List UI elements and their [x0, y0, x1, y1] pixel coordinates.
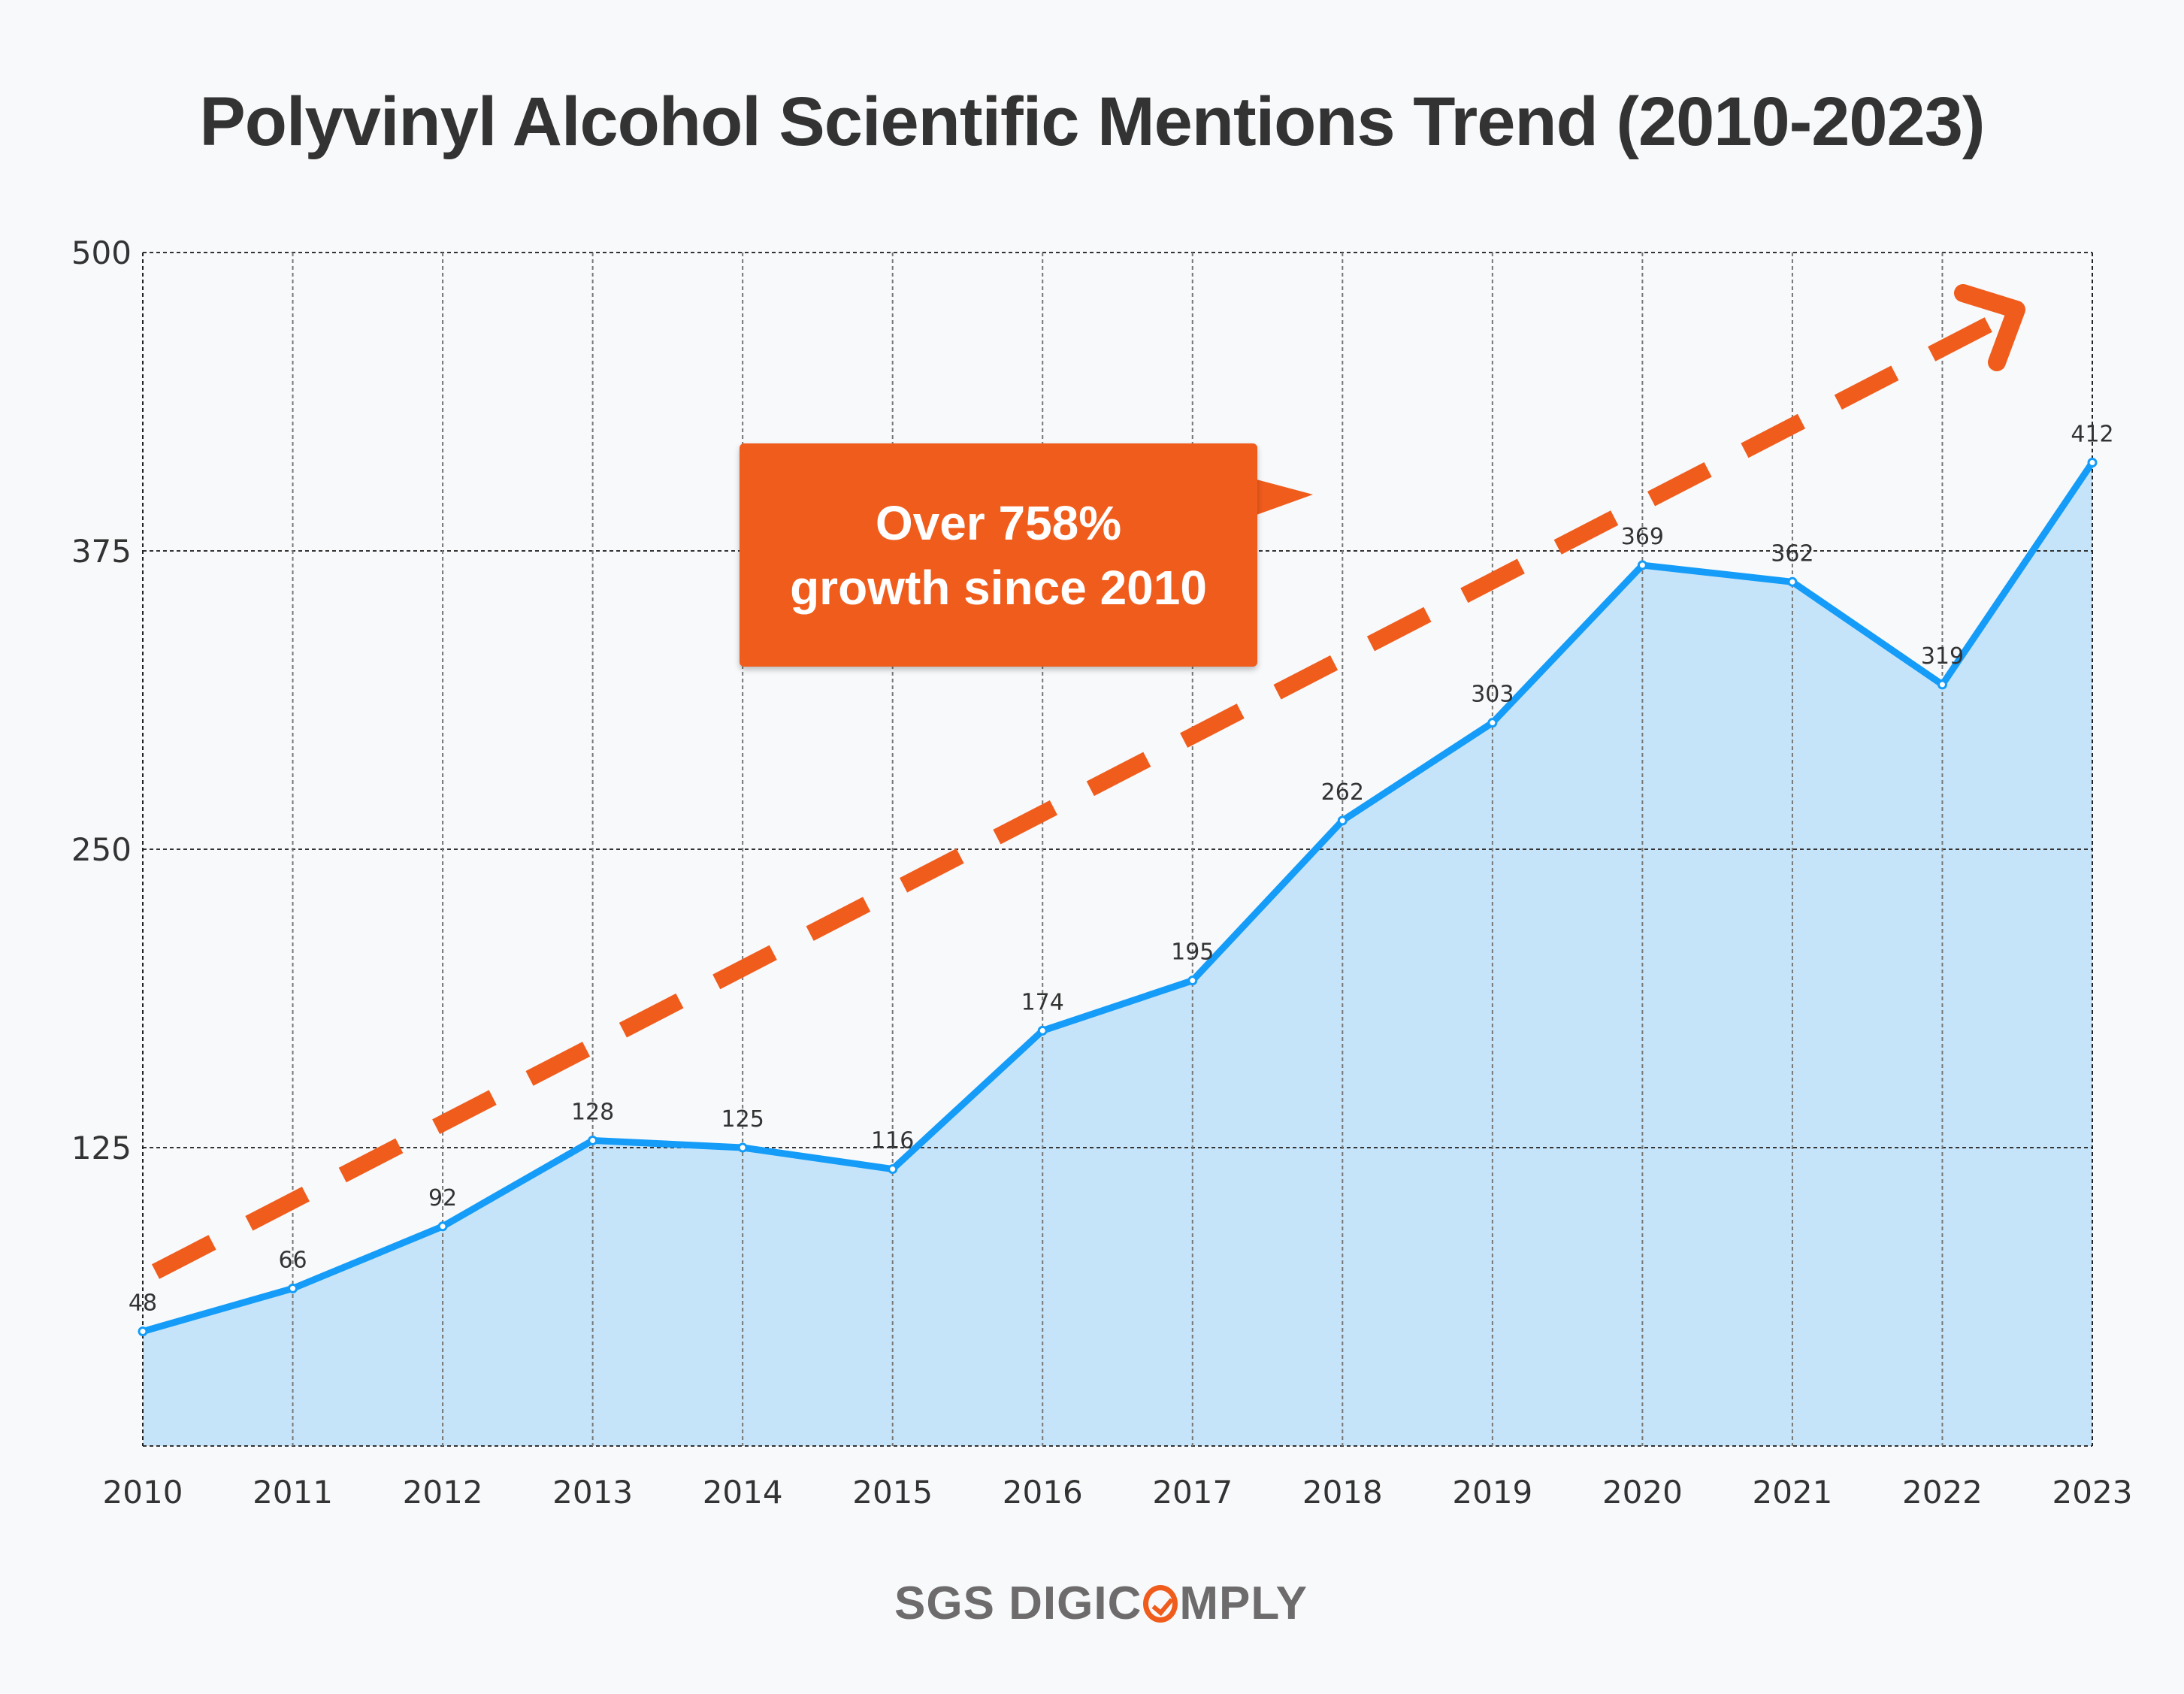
data-label: 128: [571, 1099, 614, 1125]
y-tick-label: 375: [71, 533, 132, 570]
series-line: [141, 460, 2095, 1335]
data-point: [2087, 457, 2098, 467]
data-point: [1187, 976, 1198, 986]
data-label: 48: [129, 1290, 157, 1317]
x-tick-label: 2018: [1302, 1474, 1383, 1511]
x-tick-label: 2014: [703, 1474, 783, 1511]
trend-line: [151, 310, 2007, 1279]
check-circle-icon: [1143, 1584, 1178, 1623]
data-point: [138, 1326, 148, 1337]
data-point: [888, 1164, 898, 1175]
chart-title: Polyvinyl Alcohol Scientific Mentions Tr…: [199, 83, 1985, 160]
x-tick-label: 2020: [1602, 1474, 1683, 1511]
x-tick-label: 2016: [1003, 1474, 1083, 1511]
x-tick-label: 2022: [1902, 1474, 1983, 1511]
data-point: [737, 1142, 748, 1153]
area-fill: [143, 462, 2092, 1446]
x-tick-label: 2012: [403, 1474, 483, 1511]
data-label: 262: [1321, 779, 1364, 806]
x-tick-label: 2015: [852, 1474, 933, 1511]
data-label: 116: [871, 1128, 914, 1154]
data-label: 319: [1921, 643, 1964, 670]
data-point: [1637, 560, 1647, 570]
logo-text-suffix: MPLY: [1179, 1578, 1308, 1629]
data-label: 174: [1021, 989, 1064, 1015]
data-label: 412: [2071, 421, 2113, 447]
x-tick-label: 2023: [2052, 1474, 2133, 1511]
x-tick-label: 2017: [1152, 1474, 1233, 1511]
callout-line-2: growth since 2010: [790, 560, 1207, 615]
y-tick-label: 250: [71, 831, 132, 868]
y-tick-label: 125: [71, 1130, 132, 1166]
data-point: [1037, 1025, 1048, 1036]
data-point: [1337, 815, 1348, 826]
data-label: 92: [428, 1185, 457, 1212]
x-tick-label: 2010: [103, 1474, 183, 1511]
x-tick-label: 2021: [1752, 1474, 1832, 1511]
sgs-digicomply-logo: SGS DIGIC MPLY: [894, 1577, 1308, 1630]
data-point: [588, 1135, 598, 1145]
data-label: 125: [721, 1106, 764, 1133]
trend-arrowhead: [1954, 284, 2025, 371]
data-label: 303: [1471, 682, 1514, 708]
callout-line-1: Over 758%: [875, 495, 1122, 550]
data-label: 66: [278, 1247, 307, 1273]
data-point: [1487, 718, 1498, 728]
data-point: [1787, 576, 1798, 587]
data-point: [288, 1283, 298, 1293]
x-tick-label: 2011: [253, 1474, 333, 1511]
y-tick-label: 500: [71, 234, 132, 271]
x-tick-label: 2019: [1452, 1474, 1532, 1511]
data-label: 369: [1621, 524, 1664, 550]
callout-tail: [1257, 479, 1313, 515]
data-point: [1937, 679, 1947, 690]
growth-callout: Over 758% growth since 2010: [740, 443, 1257, 667]
data-point: [437, 1221, 448, 1232]
data-label: 195: [1171, 939, 1214, 966]
logo-text-prefix: SGS DIGIC: [894, 1578, 1142, 1629]
data-label: 362: [1771, 540, 1813, 567]
x-tick-label: 2013: [552, 1474, 633, 1511]
